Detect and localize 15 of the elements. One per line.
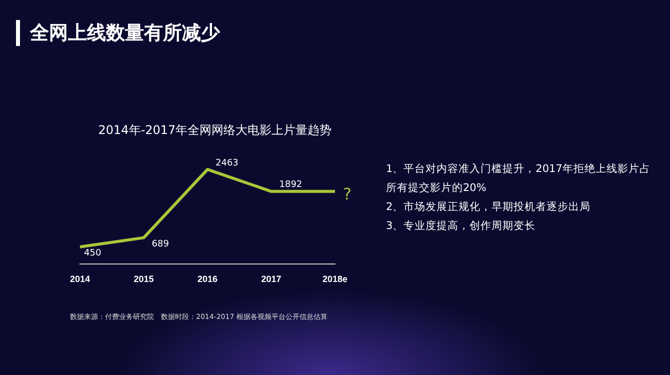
x-tick-label: 2018e	[322, 274, 348, 284]
text: 1、平台对内容准入门槛提升，2017年拒绝上线影片占所有提交影片的20%	[386, 162, 652, 196]
x-tick-label: 2016	[197, 274, 218, 284]
chart-subtitle: 2014年-2017年全网网络大电影上片量趋势	[97, 122, 333, 139]
data-label: 1892	[279, 180, 302, 190]
data-label: ?	[343, 184, 352, 204]
data-label: 689	[152, 240, 170, 250]
x-tick-label: 2015	[134, 274, 154, 284]
text: 3、专业度提高，创作周期变长	[386, 219, 537, 234]
x-tick-label: 2017	[261, 274, 282, 284]
data-label: 2463	[216, 158, 238, 168]
text: 2、市场发展正规化，早期投机者逐步出局	[386, 200, 592, 215]
x-tick-label: 2014	[70, 274, 90, 284]
data-label: 450	[84, 248, 102, 259]
chart-title: 全网上线数量有所减少	[30, 21, 220, 46]
